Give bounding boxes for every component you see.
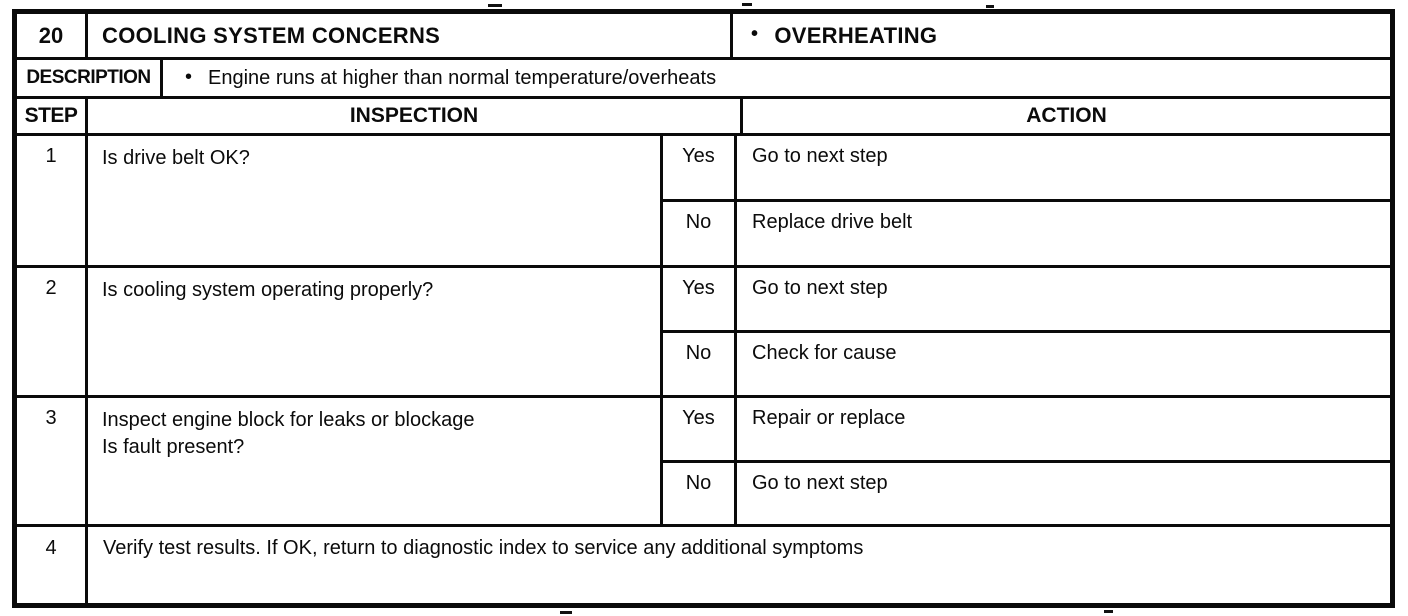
symptom-text: OVERHEATING xyxy=(774,22,938,48)
outcomes: Yes Repair or replace No Go to next step xyxy=(663,398,1390,524)
scan-speck xyxy=(560,611,572,614)
answer-label: Yes xyxy=(663,398,737,460)
verify-text: Verify test results. If OK, return to di… xyxy=(103,537,864,559)
inspection-text: Inspect engine block for leaks or blocka… xyxy=(88,398,663,524)
outcome-yes-row: Yes Repair or replace xyxy=(663,398,1390,463)
description-row: DESCRIPTION • Engine runs at higher than… xyxy=(17,60,1390,99)
inspection-text: Is drive belt OK? xyxy=(88,136,663,265)
action-text: Go to next step xyxy=(752,471,888,494)
outcome-no-row: No Replace drive belt xyxy=(663,202,1390,265)
step-number: 3 xyxy=(17,398,88,524)
step-number: 2 xyxy=(17,268,88,395)
answer-label: No xyxy=(663,333,737,395)
description-text-cell: • Engine runs at higher than normal temp… xyxy=(163,60,1390,96)
outcome-yes-row: Yes Go to next step xyxy=(663,268,1390,333)
step-number: 4 xyxy=(17,527,88,603)
chart-symptom: • OVERHEATING xyxy=(733,14,1390,57)
step-row-4: 4 Verify test results. If OK, return to … xyxy=(17,527,1390,603)
answer-label: Yes xyxy=(663,268,737,330)
step-number: 1 xyxy=(17,136,88,265)
action-text: Go to next step xyxy=(752,277,888,299)
bullet-icon: • xyxy=(185,65,193,88)
action-text: Replace drive belt xyxy=(752,211,913,233)
answer-label: Yes xyxy=(663,136,737,199)
scan-speck xyxy=(986,5,994,8)
action-text: Go to next step xyxy=(752,145,888,167)
answer-label: No xyxy=(663,462,737,524)
chart-number: 20 xyxy=(17,14,88,57)
answer-label: No xyxy=(663,202,737,265)
bullet-icon: • xyxy=(751,23,759,45)
description-label: DESCRIPTION xyxy=(17,60,163,96)
column-header-row: STEP INSPECTION ACTION xyxy=(17,99,1390,136)
scan-speck xyxy=(742,3,752,6)
outcomes: Yes Go to next step No Replace drive bel… xyxy=(663,136,1390,265)
inspection-text: Is cooling system operating properly? xyxy=(88,268,663,395)
column-header-action: ACTION xyxy=(1026,104,1107,127)
chart-title-row: 20 COOLING SYSTEM CONCERNS • OVERHEATING xyxy=(17,14,1390,60)
description-text: Engine runs at higher than normal temper… xyxy=(208,66,717,89)
scan-speck xyxy=(488,4,502,7)
outcome-no-row: No Check for cause xyxy=(663,333,1390,395)
step-row-3: 3 Inspect engine block for leaks or bloc… xyxy=(17,398,1390,527)
column-header-inspection: INSPECTION xyxy=(88,99,743,133)
chart-title: COOLING SYSTEM CONCERNS xyxy=(88,14,733,57)
action-text: Repair or replace xyxy=(752,407,906,429)
outcomes: Yes Go to next step No Check for cause xyxy=(663,268,1390,395)
step-row-1: 1 Is drive belt OK? Yes Go to next step … xyxy=(17,136,1390,268)
column-header-step: STEP xyxy=(17,99,88,133)
diagnostic-chart-table: 20 COOLING SYSTEM CONCERNS • OVERHEATING… xyxy=(12,9,1395,608)
action-text: Check for cause xyxy=(752,342,897,364)
step-row-2: 2 Is cooling system operating properly? … xyxy=(17,268,1390,398)
scan-speck xyxy=(1104,610,1113,613)
outcome-yes-row: Yes Go to next step xyxy=(663,136,1390,202)
outcome-no-row: No Go to next step xyxy=(663,462,1390,524)
